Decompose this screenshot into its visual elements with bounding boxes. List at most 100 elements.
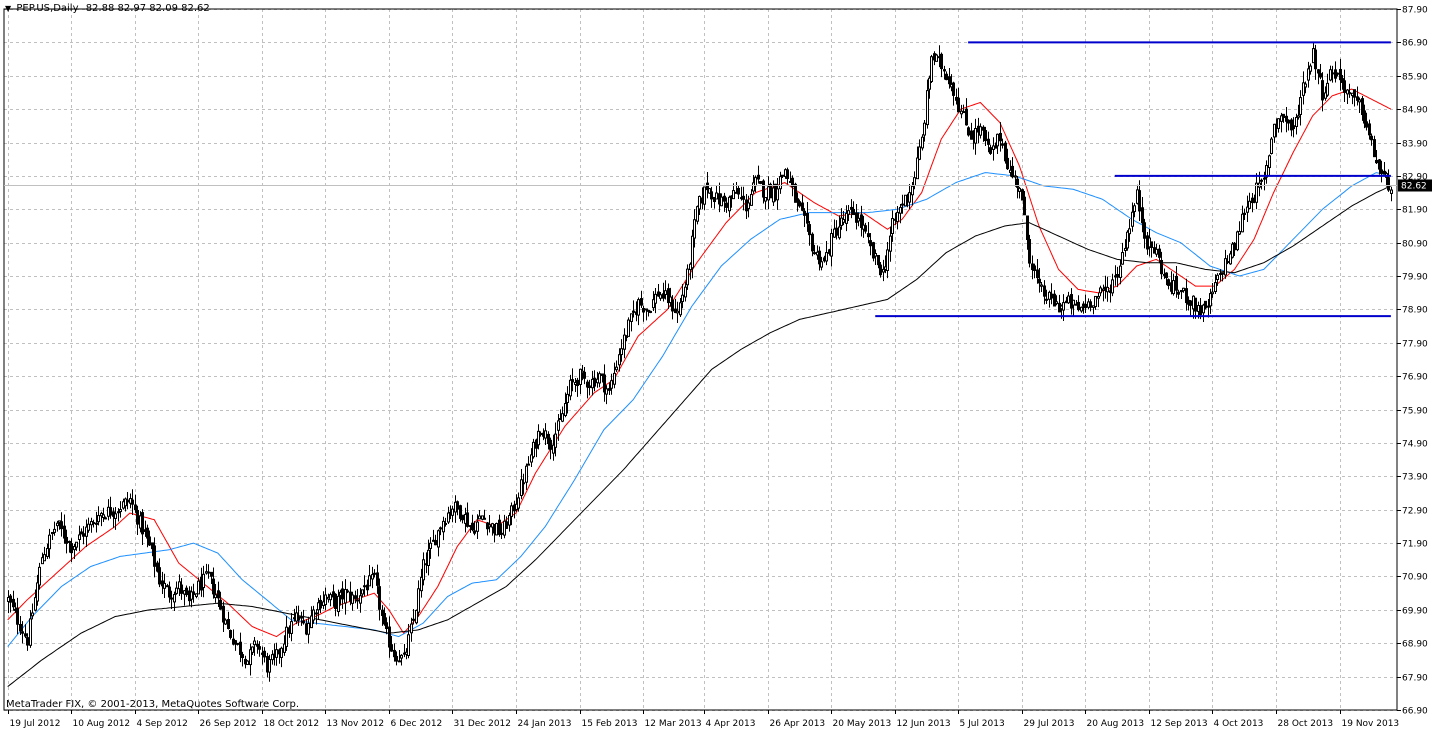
candle-body [1131, 211, 1134, 227]
candle-body [891, 218, 894, 235]
candle-body [68, 540, 71, 543]
candle-body [637, 299, 640, 316]
candle-body [1214, 282, 1217, 292]
candle-body [845, 212, 848, 224]
candle-body [838, 226, 841, 239]
candle-body [566, 393, 569, 403]
candlesticks [7, 41, 1393, 682]
candle-body [654, 293, 657, 304]
candle-body [412, 618, 415, 621]
candle-body [603, 374, 606, 393]
candle-body [1202, 304, 1205, 314]
candle-body [170, 597, 173, 600]
candle-body [618, 354, 621, 366]
candle-body [994, 145, 997, 149]
candle-body [579, 368, 582, 385]
candle-body [813, 252, 816, 255]
candle-body [1358, 99, 1361, 103]
date-label: 12 Sep 2013 [1151, 719, 1208, 729]
candle-body [945, 73, 948, 81]
candle-body [251, 646, 254, 653]
candle-body [557, 420, 560, 431]
candle-body [43, 554, 46, 562]
candle-body [302, 620, 305, 624]
candle-body [1040, 284, 1043, 287]
candle-body [926, 90, 929, 126]
candle-body [219, 599, 222, 610]
candle-body [1270, 138, 1273, 154]
candle-body [383, 613, 386, 625]
candle-body [732, 190, 735, 200]
candle-body [962, 111, 965, 114]
candle-body [126, 499, 129, 503]
candle-body [195, 593, 198, 597]
candle-body [825, 252, 828, 262]
candle-body [916, 157, 919, 180]
candle-body [696, 206, 699, 222]
candle-body [750, 193, 753, 206]
price-label: 66.90 [1402, 707, 1428, 717]
candle-body [882, 268, 885, 273]
candle-body [185, 587, 188, 596]
candle-body [312, 609, 315, 621]
candle-body [1348, 92, 1351, 95]
candle-body [830, 232, 833, 257]
candle-body [393, 649, 396, 658]
price-label: 71.90 [1402, 540, 1428, 550]
date-label: 12 Mar 2013 [645, 719, 702, 729]
candle-body [190, 591, 193, 600]
candle-body [879, 264, 882, 276]
candle-body [908, 192, 911, 203]
candle-body [952, 82, 955, 96]
candle-body [410, 623, 413, 634]
triangle-down-icon[interactable]: ▼ [5, 4, 12, 13]
copyright-text: MetaTrader FIX, © 2001-2013, MetaQuotes … [6, 699, 300, 710]
moving-average-line-2 [7, 172, 1392, 647]
candle-body [158, 567, 161, 585]
candle-body [1251, 197, 1254, 204]
trendlines[interactable] [875, 41, 1391, 318]
candle-body [12, 598, 15, 608]
price-label: 87.90 [1402, 6, 1428, 16]
candle-body [78, 534, 81, 541]
candle-body [80, 531, 83, 535]
candle-body [1116, 273, 1119, 278]
candle-body [319, 599, 322, 609]
candle-body [1204, 300, 1207, 309]
plot-border [3, 8, 1398, 711]
candle-body [173, 594, 176, 603]
candle-body [776, 188, 779, 201]
candle-body [1361, 98, 1364, 116]
candle-body [659, 294, 662, 299]
candle-body [417, 588, 420, 613]
candle-body [896, 211, 899, 223]
candle-body [720, 196, 723, 207]
candle-body [297, 616, 300, 621]
candle-body [385, 622, 388, 630]
date-label: 5 Jul 2013 [960, 719, 1005, 729]
candle-body [1167, 279, 1170, 286]
candle-body [253, 640, 256, 646]
candle-body [1295, 116, 1298, 127]
candle-body [1282, 113, 1285, 118]
candle-body [974, 128, 977, 144]
candle-body [1285, 115, 1288, 122]
candle-body [842, 219, 845, 223]
candle-body [921, 136, 924, 149]
candle-body [571, 379, 574, 383]
candle-body [229, 630, 232, 638]
candle-body [65, 536, 68, 544]
candle-body [1287, 119, 1290, 124]
candle-body [764, 196, 767, 202]
candle-body [1243, 212, 1246, 215]
candle-body [1304, 83, 1307, 88]
candle-body [1236, 231, 1239, 251]
price-label: 82.90 [1402, 173, 1428, 183]
date-label: 18 Oct 2012 [264, 719, 320, 729]
candle-body [398, 660, 401, 663]
candle-body [263, 650, 266, 658]
candle-body [728, 196, 731, 212]
candle-body [63, 525, 66, 539]
candle-body [564, 403, 567, 417]
